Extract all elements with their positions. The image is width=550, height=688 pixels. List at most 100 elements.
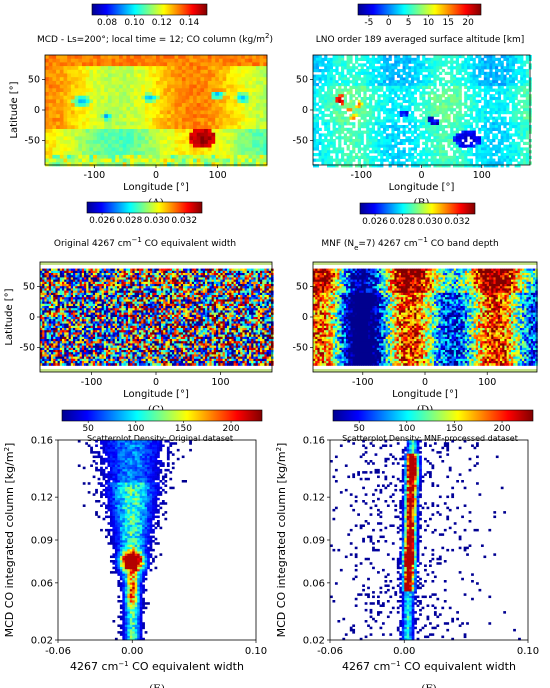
map-cell [371, 130, 375, 134]
map-cell [439, 105, 443, 109]
map-cell [200, 106, 205, 111]
map-cell [483, 80, 487, 84]
map-cell [161, 273, 164, 276]
map-cell [117, 268, 120, 272]
map-cell [48, 277, 52, 280]
map-cell [377, 116, 381, 120]
map-cell [111, 162, 116, 167]
map-cell [525, 88, 529, 92]
map-cell [96, 140, 101, 145]
map-cell [66, 277, 69, 280]
map-cell [391, 108, 395, 112]
map-cell [100, 129, 105, 134]
map-cell [355, 55, 359, 59]
map-cell [352, 63, 356, 67]
map-cell [156, 62, 161, 67]
map-cell [467, 88, 471, 92]
map-cell [78, 80, 83, 85]
map-cell [369, 150, 373, 154]
map-cell [439, 164, 443, 168]
map-cell [156, 270, 160, 274]
map-cell [525, 133, 529, 137]
map-cell [453, 161, 457, 165]
map-cell [82, 58, 87, 63]
map-cell [222, 125, 227, 130]
map-cell [137, 143, 142, 148]
map-cell [439, 102, 443, 106]
map-cell [215, 132, 220, 137]
map-cell [360, 113, 364, 117]
map-cell [259, 136, 264, 141]
map-cell [55, 279, 58, 283]
map-cell [525, 161, 529, 165]
map-cell [338, 130, 342, 134]
map-cell [147, 281, 151, 285]
map-cell [126, 154, 131, 159]
map-cell [64, 270, 67, 274]
map-cell [185, 92, 190, 97]
map-cell [211, 277, 215, 280]
map-cell [399, 164, 403, 168]
map-cell [369, 57, 373, 61]
map-cell [500, 139, 504, 143]
map-cell [143, 279, 146, 283]
map-cell [422, 85, 426, 89]
map-cell [492, 158, 496, 162]
map-cell [360, 105, 364, 109]
map-cell [377, 141, 381, 145]
map-cell [509, 83, 513, 87]
map-cell [224, 279, 228, 283]
map-cell [453, 116, 457, 120]
map-cell [230, 129, 235, 134]
map-cell [85, 62, 90, 67]
map-cell [509, 144, 513, 148]
map-cell [137, 162, 142, 167]
map-cell [233, 129, 238, 134]
colorbar-C: 0.026 0.028 0.030 0.032 [86, 201, 203, 226]
map-cell [174, 143, 179, 148]
map-cell [517, 153, 521, 157]
map-cell [63, 129, 68, 134]
map-cell [95, 277, 98, 280]
map-cell [352, 122, 356, 126]
map-cell [497, 97, 501, 101]
map-cell [187, 277, 190, 280]
map-cell [475, 119, 479, 123]
map-cell [436, 141, 440, 145]
map-cell [469, 141, 473, 145]
map-cell [137, 132, 142, 137]
map-cell [174, 103, 179, 108]
map-cell [215, 129, 220, 134]
map-cell [399, 97, 403, 101]
map-cell [363, 119, 367, 123]
map-cell [430, 63, 434, 67]
map-cell [369, 164, 373, 168]
map-cell [93, 151, 98, 156]
map-cell [130, 117, 135, 122]
map-cell [352, 80, 356, 84]
map-cell [509, 85, 513, 89]
map-cell [85, 151, 90, 156]
map-cell [89, 143, 94, 148]
map-cell [363, 69, 367, 73]
map-cell [349, 91, 353, 95]
map-cell [439, 94, 443, 98]
map-cell [233, 95, 238, 100]
map-cell [338, 94, 342, 98]
map-cell [355, 97, 359, 101]
map-cell [329, 155, 333, 159]
map-cell [148, 114, 153, 119]
map-cell [332, 119, 336, 123]
map-cell [327, 97, 331, 101]
map-cell [503, 91, 507, 95]
map-cell [416, 74, 420, 78]
map-cell [144, 69, 149, 74]
map-cell [178, 66, 183, 71]
map-cell [506, 127, 510, 131]
map-cell [53, 268, 56, 272]
map-cell [408, 99, 412, 103]
map-cell [222, 132, 227, 137]
map-cell [169, 273, 173, 276]
map-cell [422, 99, 426, 103]
map-cell [233, 114, 238, 119]
